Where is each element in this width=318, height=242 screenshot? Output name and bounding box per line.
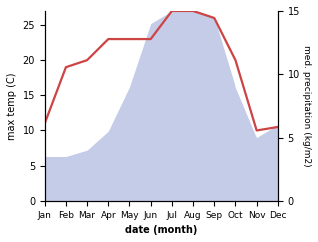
Y-axis label: med. precipitation (kg/m2): med. precipitation (kg/m2) [302, 45, 311, 167]
Y-axis label: max temp (C): max temp (C) [7, 72, 17, 140]
X-axis label: date (month): date (month) [125, 225, 197, 235]
